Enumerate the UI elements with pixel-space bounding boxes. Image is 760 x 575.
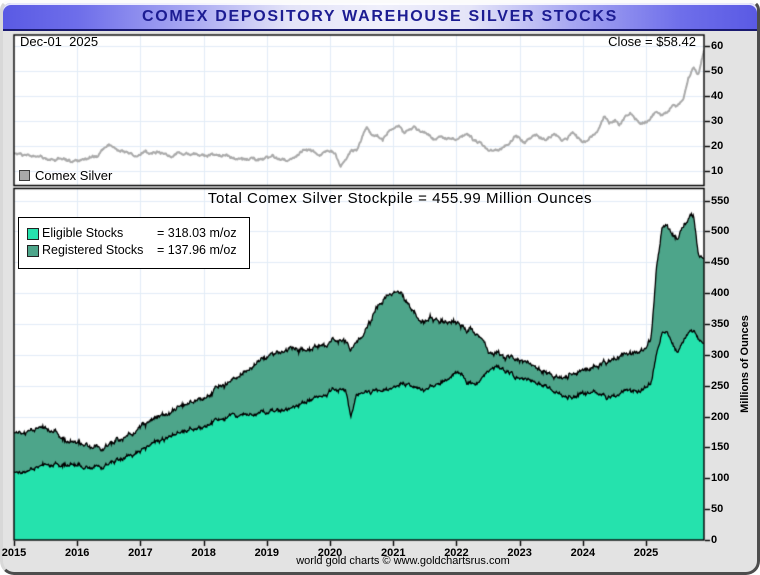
price-legend-label: Comex Silver <box>35 168 113 183</box>
y-axis-label: Millions of Ounces <box>739 315 751 413</box>
close-price-label: Close = $58.42 <box>608 34 696 49</box>
date-label: Dec-01 2025 <box>20 34 99 49</box>
stockpile-title: Total Comex Silver Stockpile = 455.99 Mi… <box>207 190 593 207</box>
price-legend-swatch <box>19 170 30 181</box>
registered-value: = 137.96 m/oz <box>157 243 237 257</box>
eligible-value: = 318.03 m/oz <box>157 226 237 240</box>
eligible-swatch <box>27 228 39 240</box>
registered-swatch <box>27 245 39 257</box>
footer-credit: world gold charts © www.goldchartsrus.co… <box>296 555 510 567</box>
eligible-label: Eligible Stocks <box>42 226 124 240</box>
stockpile-legend: Eligible Stocks = 318.03 m/oz Registered… <box>18 217 250 269</box>
registered-label: Registered Stocks <box>42 243 144 257</box>
